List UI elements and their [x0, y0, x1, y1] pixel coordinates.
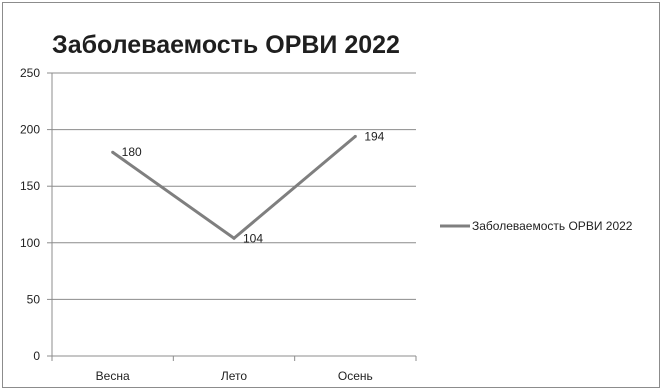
- y-tick-label: 250: [20, 66, 40, 80]
- data-label: 194: [364, 129, 384, 143]
- y-tick-label: 0: [33, 349, 40, 363]
- series-layer: 180 104 194: [111, 129, 385, 245]
- x-axis-ticks: Весна Лето Осень: [96, 369, 373, 383]
- y-tick-label: 100: [20, 236, 40, 250]
- series-line: [111, 135, 357, 241]
- data-label: 104: [243, 231, 263, 245]
- y-tick-label: 150: [20, 179, 40, 193]
- legend: Заболеваемость ОРВИ 2022: [440, 219, 633, 233]
- y-tick-label: 50: [27, 292, 41, 306]
- chart-frame: [2, 2, 660, 388]
- data-point: [111, 150, 115, 154]
- data-label: 180: [122, 145, 142, 159]
- data-point: [353, 134, 357, 138]
- x-tick-label: Весна: [96, 369, 130, 383]
- y-tick-label: 200: [20, 123, 40, 137]
- x-tick-label: Лето: [221, 369, 248, 383]
- legend-label: Заболеваемость ОРВИ 2022: [472, 219, 633, 233]
- axes: [47, 72, 417, 361]
- chart-title: Заболеваемость ОРВИ 2022: [52, 31, 400, 59]
- data-point: [232, 236, 236, 240]
- x-tick-label: Осень: [338, 369, 373, 383]
- y-axis-ticks: 0 50 100 150 200 250: [20, 66, 40, 363]
- gridlines: [52, 72, 416, 300]
